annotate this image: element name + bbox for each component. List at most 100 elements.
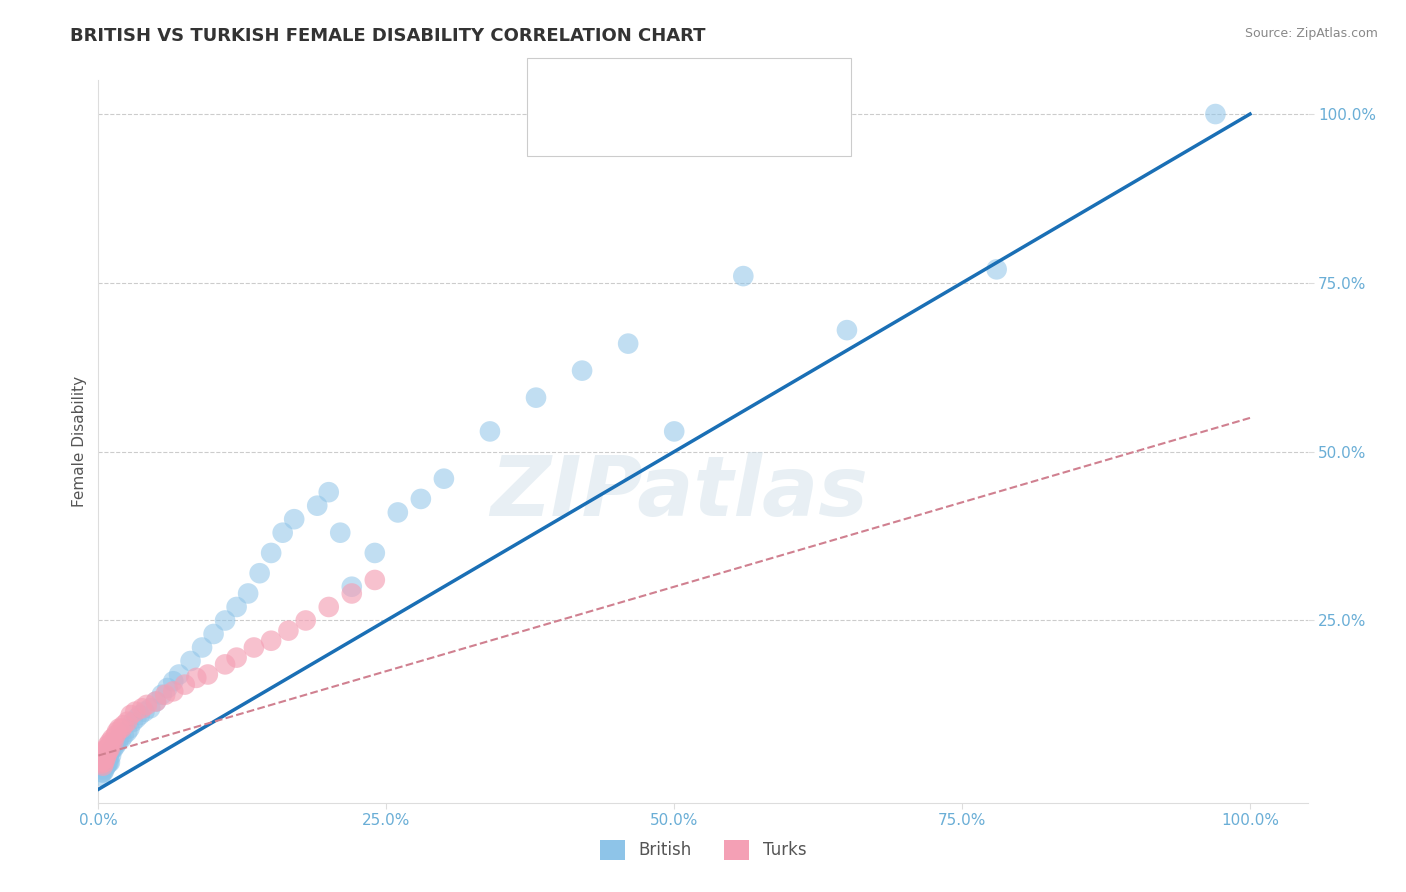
Point [128,708,150,723]
Point [145,694,167,708]
Point [93,756,115,770]
Point [433,472,456,486]
Point [94,760,117,774]
Point [364,573,387,587]
Point [318,485,340,500]
Point [112,718,135,732]
Point [90,765,112,780]
Point [103,741,125,756]
Point [96,741,118,756]
Point [90,754,112,768]
Point [162,684,184,698]
Point [97,750,120,764]
Point [307,499,329,513]
Point [100,736,122,750]
Point [733,269,755,284]
Point [90,769,112,783]
Point [97,756,120,770]
Point [96,758,118,772]
Point [155,688,177,702]
Point [124,705,146,719]
Point [103,735,125,749]
Point [91,758,114,772]
Point [225,599,247,614]
Point [197,667,219,681]
Point [90,756,112,771]
Point [93,748,115,763]
Point [100,748,122,763]
Point [225,650,247,665]
Point [97,745,120,759]
Point [108,722,131,736]
Point [340,586,363,600]
Point [340,580,363,594]
Point [271,525,294,540]
Point [318,599,340,614]
Point [110,722,132,736]
Point [387,505,409,519]
Point [101,741,124,756]
Point [97,756,120,771]
Text: R = 0.338   N = 45: R = 0.338 N = 45 [582,119,768,138]
Point [214,657,236,672]
Point [97,739,120,753]
Point [115,714,138,729]
Point [90,756,112,770]
Point [1204,107,1226,121]
Point [139,701,162,715]
Point [167,667,190,681]
Point [93,745,115,759]
Point [617,336,640,351]
Point [571,364,593,378]
Point [93,761,115,775]
Point [249,566,271,581]
Point [283,512,305,526]
Point [191,640,214,655]
Point [120,708,142,723]
Point [835,323,858,337]
Point [112,728,135,742]
Point [94,743,117,757]
Point [156,681,179,695]
Point [97,752,120,766]
Point [110,731,132,746]
Text: BRITISH VS TURKISH FEMALE DISABILITY CORRELATION CHART: BRITISH VS TURKISH FEMALE DISABILITY COR… [70,27,706,45]
Point [101,731,124,746]
Legend: British, Turks: British, Turks [593,833,813,867]
Point [115,725,138,739]
Point [986,262,1008,277]
Y-axis label: Female Disability: Female Disability [72,376,87,508]
Point [134,705,156,719]
Point [186,671,208,685]
Point [236,586,259,600]
Point [107,735,129,749]
Text: ZIPatlas: ZIPatlas [489,451,868,533]
Point [104,728,127,742]
Point [243,640,266,655]
Point [180,654,202,668]
Point [105,725,128,739]
Point [104,735,127,749]
Point [409,491,432,506]
Text: Source: ZipAtlas.com: Source: ZipAtlas.com [1244,27,1378,40]
Point [202,627,225,641]
Point [524,391,547,405]
Point [98,756,121,770]
Point [98,741,121,756]
Point [131,701,153,715]
Point [93,764,115,778]
Point [260,633,283,648]
Point [260,546,283,560]
Point [664,425,686,439]
Point [173,678,195,692]
Point [91,750,114,764]
Point [329,525,352,540]
Point [294,614,316,628]
Point [145,694,167,708]
Point [93,758,115,772]
Point [91,765,114,780]
Point [277,624,299,638]
Point [98,745,121,759]
Point [118,722,141,736]
Point [125,711,148,725]
